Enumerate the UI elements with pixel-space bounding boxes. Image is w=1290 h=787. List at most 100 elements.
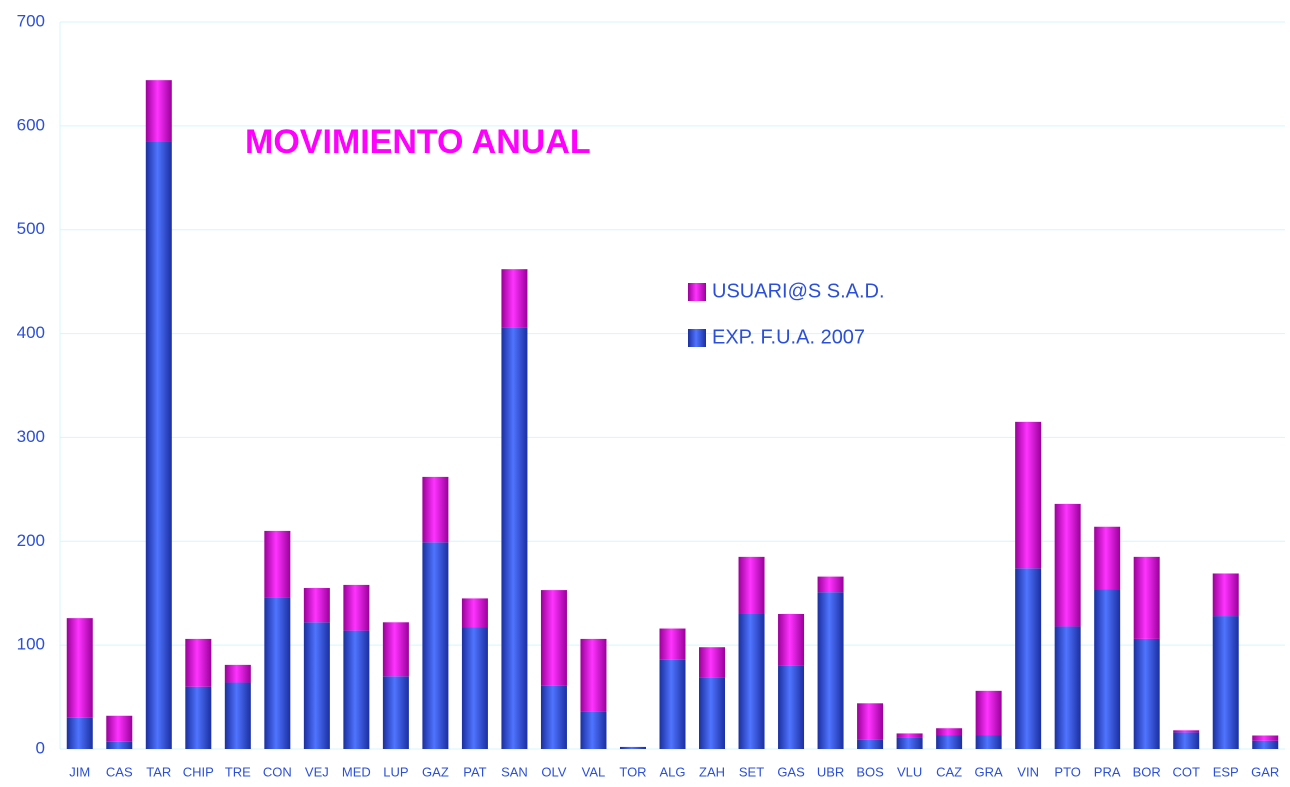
bar-segment: [896, 737, 923, 749]
x-tick-label: ALG: [659, 764, 685, 779]
legend-swatch: [688, 283, 706, 301]
bar-segment: [857, 739, 884, 749]
chart-title: MOVIMIENTO ANUAL: [245, 123, 591, 161]
y-tick-label: 300: [17, 427, 45, 446]
bar-segment: [975, 735, 1002, 749]
x-tick-label: ZAH: [699, 764, 725, 779]
x-tick-label: GAZ: [422, 764, 449, 779]
bar-segment: [738, 556, 765, 614]
bar-segment: [1015, 421, 1042, 569]
x-tick-label: JIM: [69, 764, 90, 779]
bar-segment: [303, 588, 330, 623]
bar-segment: [936, 728, 963, 736]
bar-segment: [145, 80, 172, 142]
bar-segment: [1054, 626, 1081, 749]
x-tick-label: GRA: [975, 764, 1004, 779]
y-tick-label: 200: [17, 531, 45, 550]
bar-segment: [659, 659, 686, 749]
bar-segment: [501, 327, 528, 749]
bar-segment: [580, 638, 607, 712]
bar-segment: [817, 592, 844, 749]
x-tick-label: PTO: [1054, 764, 1081, 779]
x-tick-label: SAN: [501, 764, 528, 779]
bar-segment: [343, 630, 370, 749]
x-tick-label: CAZ: [936, 764, 962, 779]
bar-segment: [1173, 730, 1200, 733]
bar-segment: [422, 542, 449, 749]
bar-segment: [264, 530, 291, 598]
x-tick-label: SET: [739, 764, 764, 779]
x-tick-label: LUP: [383, 764, 408, 779]
x-tick-label: MED: [342, 764, 371, 779]
bar-segment: [1133, 638, 1160, 749]
bar-segment: [422, 476, 449, 543]
legend-label: EXP. F.U.A. 2007: [712, 326, 865, 348]
bar-segment: [224, 682, 251, 749]
x-tick-label: VIN: [1017, 764, 1039, 779]
x-tick-label: BOS: [856, 764, 884, 779]
x-tick-label: ESP: [1213, 764, 1239, 779]
x-tick-label: TRE: [225, 764, 251, 779]
x-tick-label: GAR: [1251, 764, 1279, 779]
bar-segment: [461, 627, 488, 749]
bar-segment: [659, 628, 686, 660]
bar-segment: [738, 613, 765, 749]
bar-segment: [778, 665, 805, 749]
bar-segment: [185, 686, 212, 749]
bar-segment: [224, 664, 251, 683]
bar-segment: [264, 597, 291, 749]
x-tick-label: UBR: [817, 764, 844, 779]
y-tick-label: 0: [36, 738, 45, 757]
legend-swatch: [688, 329, 706, 347]
bar-segment: [1054, 503, 1081, 627]
bar-segment: [778, 613, 805, 666]
x-tick-label: CON: [263, 764, 292, 779]
bar-segment: [540, 590, 567, 686]
y-tick-label: 500: [17, 219, 45, 238]
bar-segment: [1173, 732, 1200, 749]
bar-segment: [1094, 526, 1121, 590]
bar-segment: [580, 711, 607, 749]
bar-segment: [1212, 573, 1239, 617]
bar-segment: [343, 584, 370, 631]
bar-segment: [1252, 740, 1279, 749]
x-tick-label: TOR: [619, 764, 646, 779]
x-tick-label: OLV: [541, 764, 566, 779]
x-tick-label: PAT: [463, 764, 486, 779]
bar-segment: [699, 677, 726, 749]
bar-segment: [896, 733, 923, 738]
x-tick-label: VEJ: [305, 764, 329, 779]
x-tick-label: VAL: [582, 764, 606, 779]
bar-segment: [975, 690, 1002, 736]
x-tick-label: PRA: [1094, 764, 1121, 779]
bar-segment: [699, 647, 726, 678]
bar-segment: [303, 622, 330, 749]
bar-segment: [1133, 556, 1160, 639]
bar-segment: [817, 576, 844, 593]
bar-segment: [382, 676, 409, 749]
x-tick-label: TAR: [146, 764, 171, 779]
x-tick-label: VLU: [897, 764, 922, 779]
x-tick-label: COT: [1172, 764, 1200, 779]
bar-segment: [1015, 568, 1042, 749]
legend-label: USUARI@S S.A.D.: [712, 280, 885, 302]
bar-segment: [145, 141, 172, 749]
x-tick-label: CAS: [106, 764, 133, 779]
x-tick-label: GAS: [777, 764, 805, 779]
bar-segment: [619, 746, 646, 749]
bar-segment: [66, 717, 93, 749]
y-tick-label: 600: [17, 115, 45, 134]
bar-segment: [1212, 616, 1239, 749]
bar-segment: [106, 715, 133, 742]
bar-segment: [1252, 735, 1279, 741]
y-tick-label: 400: [17, 323, 45, 342]
bar-segment: [66, 618, 93, 718]
x-tick-label: BOR: [1133, 764, 1161, 779]
bar-segment: [461, 598, 488, 628]
bar-segment: [857, 703, 884, 740]
bar-segment: [1094, 589, 1121, 749]
bar-segment: [185, 638, 212, 687]
x-tick-label: CHIP: [183, 764, 214, 779]
bar-segment: [540, 685, 567, 749]
